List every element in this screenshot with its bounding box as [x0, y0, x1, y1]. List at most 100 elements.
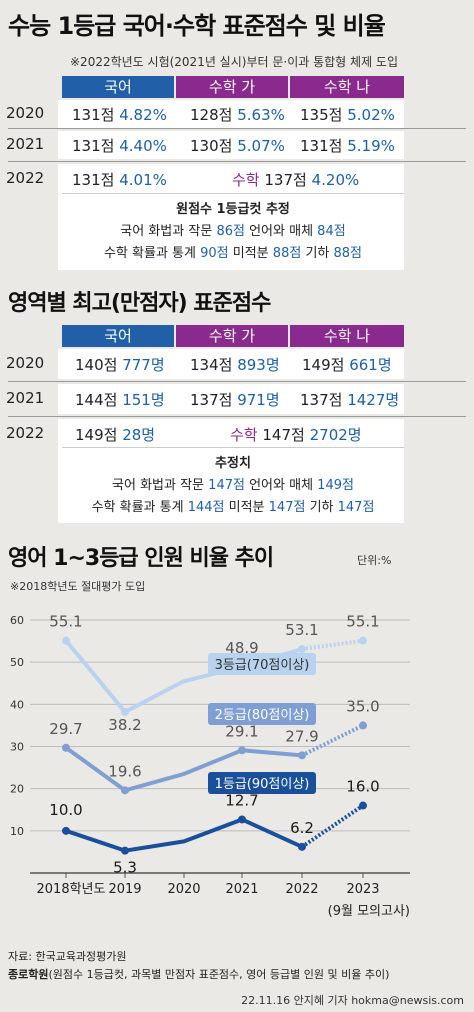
est-line: 수학 확률과 통계 144점 미적분 147점 기하 147점	[91, 500, 375, 515]
est-line: 국어 화법과 작문 147점 언어와 매체 149점	[112, 478, 354, 493]
data-label: 38.2	[108, 716, 141, 734]
divider	[8, 416, 466, 417]
row-bg	[58, 384, 404, 414]
byline: 22.11.16 안지혜 기자 hokma@newsis.com	[241, 994, 464, 1007]
data-point	[121, 786, 129, 795]
year-2020: 2020	[6, 104, 45, 122]
data-label: 12.7	[225, 791, 258, 809]
data-label: 6.2	[290, 819, 314, 837]
data-label: 5.3	[113, 859, 137, 877]
divider	[62, 193, 404, 194]
data-label: 10.0	[49, 801, 82, 819]
data-label: 19.6	[108, 762, 141, 780]
data-label: 29.7	[49, 720, 82, 738]
data-label: 35.0	[346, 697, 379, 715]
data-point	[121, 707, 129, 716]
row-bg	[58, 419, 404, 523]
header-korean: 국어	[62, 325, 174, 347]
table-cell: 130점 5.07%	[190, 137, 285, 155]
header-math-na: 수학 나	[290, 76, 404, 98]
table-cell: 수학 147점 2702명	[230, 426, 362, 444]
header-korean: 국어	[62, 76, 174, 98]
section1-note: ※2022학년도 시험(2021년 실시)부터 문·이과 통합형 체제 도입	[70, 55, 398, 69]
row-bg	[58, 131, 404, 159]
y-tick-label: 50	[10, 656, 24, 669]
table-cell: 수학 137점 4.20%	[232, 171, 360, 189]
est-title: 추정치	[215, 456, 251, 471]
table-cell: 137점 971명	[190, 391, 280, 409]
legend-label: 2등급(80점이상)	[215, 708, 310, 723]
series-line	[65, 817, 303, 853]
data-label: 53.1	[285, 621, 318, 639]
data-label: 29.1	[225, 722, 258, 740]
table-cell: 131점 4.01%	[72, 171, 167, 189]
data-label: 27.9	[285, 727, 318, 745]
y-tick-label: 30	[10, 741, 24, 754]
divider	[8, 381, 466, 382]
x-tick-label: 2022	[285, 882, 318, 897]
chart-unit: 단위:%	[357, 554, 392, 567]
legend-label: 1등급(90점이상)	[215, 777, 310, 792]
data-point	[298, 842, 306, 851]
legend-box	[208, 772, 316, 794]
y-tick-label: 40	[10, 698, 24, 711]
year-2021: 2021	[6, 389, 45, 407]
section1-title: 수능 1등급 국어·수학 표준점수 및 비율	[8, 12, 386, 40]
y-tick-label: 60	[10, 614, 24, 627]
est-line: 국어 화법과 작문 86점 언어와 매체 84점	[120, 224, 346, 239]
legend-label: 3등급(70점이상)	[215, 658, 310, 673]
table-cell: 149점 661명	[302, 356, 392, 374]
data-label: 48.9	[225, 639, 258, 657]
table-cell: 135점 5.02%	[300, 106, 395, 124]
table-cell: 131점 5.19%	[300, 137, 395, 155]
y-tick-label: 10	[10, 825, 24, 838]
divider	[8, 128, 466, 129]
data-point	[359, 801, 367, 810]
header-math-ga: 수학 가	[176, 76, 288, 98]
header-math-na: 수학 나	[290, 325, 404, 347]
data-point	[121, 846, 129, 855]
data-point	[238, 815, 246, 824]
table-cell: 131점 4.40%	[72, 137, 167, 155]
table-cell: 149점 28명	[75, 426, 156, 444]
header-math-ga: 수학 가	[176, 325, 288, 347]
year-2021: 2021	[6, 135, 45, 153]
table-cell: 140점 777명	[75, 356, 165, 374]
source-line-1: 자료: 한국교육과정평가원	[8, 950, 127, 963]
section2-title: 영역별 최고(만점자) 표준점수	[8, 291, 271, 316]
year-2022: 2022	[6, 424, 45, 442]
data-label: 55.1	[346, 613, 379, 631]
data-label: 55.1	[49, 613, 82, 631]
section3-title: 영어 1~3등급 인원 비율 추이	[8, 546, 274, 571]
data-point	[62, 743, 70, 752]
y-tick-label: 20	[10, 783, 24, 796]
x-tick-label: 2018학년도	[37, 882, 106, 897]
x-tick-label: 2019	[108, 882, 141, 897]
series-line-dashed	[301, 723, 364, 758]
data-point	[359, 721, 367, 730]
legend-box	[208, 703, 316, 725]
data-point	[238, 746, 246, 755]
series-line-dashed	[301, 638, 364, 652]
table-cell: 131점 4.82%	[72, 106, 167, 124]
row-bg	[58, 349, 404, 379]
series-line	[64, 639, 303, 714]
table-cell: 144점 151명	[75, 391, 165, 409]
data-point	[298, 645, 306, 654]
section3-note: ※2018학년도 절대평가 도입	[10, 580, 146, 593]
table-cell: 134점 893명	[190, 356, 280, 374]
x-tick-label: 2021	[225, 882, 258, 897]
data-point	[298, 751, 306, 760]
divider	[62, 447, 404, 448]
row-bg	[58, 100, 404, 128]
row-bg	[58, 164, 404, 270]
x-tick-label: 2020	[167, 882, 200, 897]
exam-note: (9월 모의고사)	[328, 904, 410, 919]
year-2022: 2022	[6, 169, 45, 187]
data-point	[62, 636, 70, 645]
divider	[8, 161, 466, 162]
source-line-2: 종로학원(원점수 1등급컷, 과목별 만점자 표준점수, 영어 등급별 인원 및…	[8, 968, 390, 981]
x-tick-label: 2023	[346, 882, 379, 897]
year-2020: 2020	[6, 354, 45, 372]
